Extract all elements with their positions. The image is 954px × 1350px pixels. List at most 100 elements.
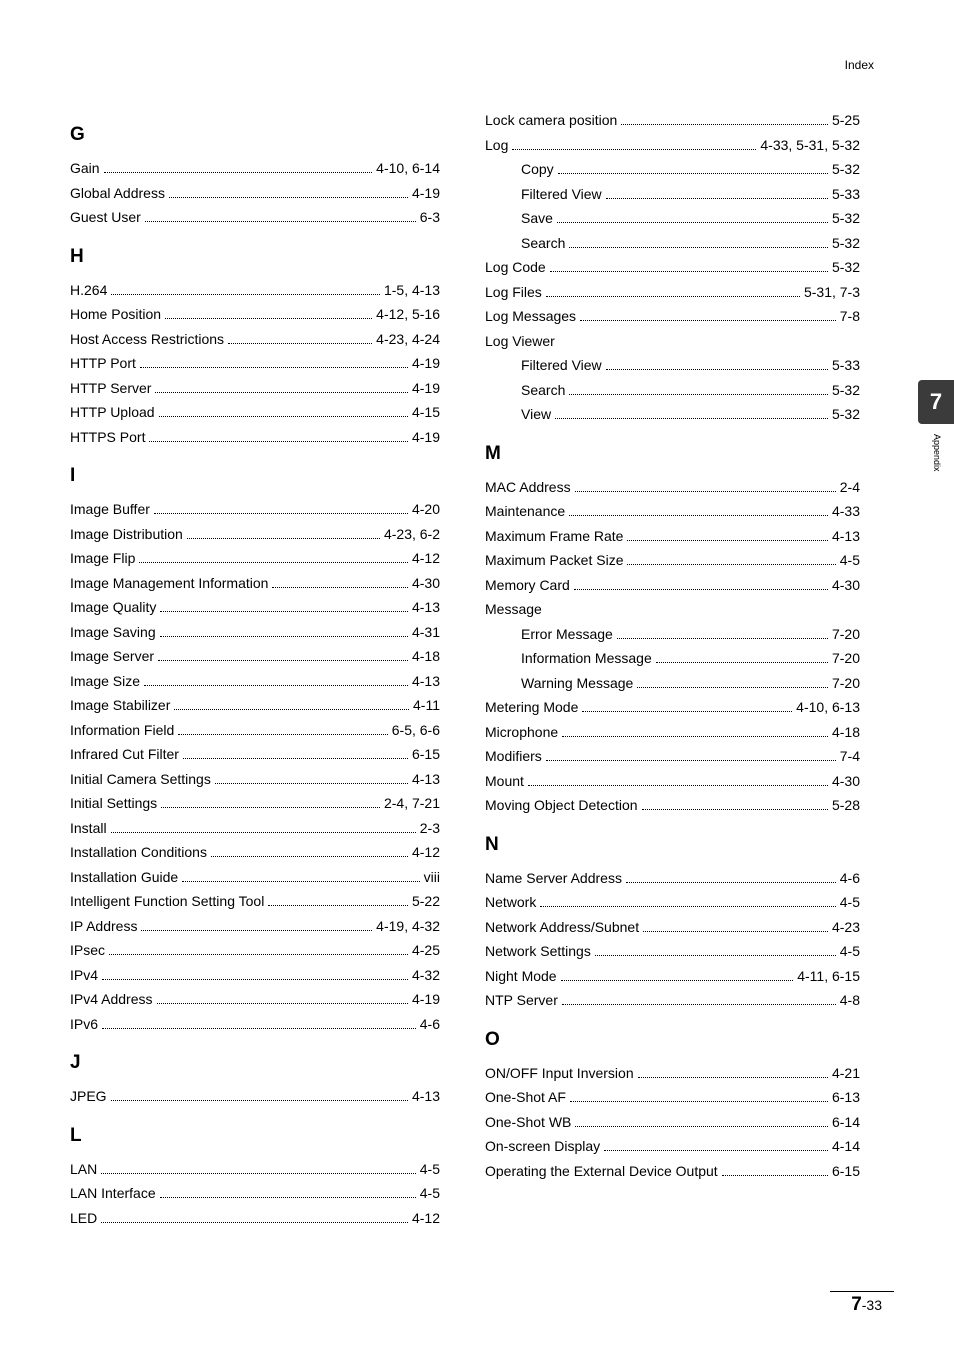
index-pages: 4-5	[840, 548, 860, 573]
index-pages: 5-32	[832, 378, 860, 403]
index-term: Log Code	[485, 255, 546, 280]
index-entry: HTTP Upload 4-15	[70, 400, 440, 425]
index-term: Initial Camera Settings	[70, 767, 211, 792]
index-section-head: L	[70, 1125, 440, 1147]
index-pages: 2-4, 7-21	[384, 791, 440, 816]
index-entry: On-screen Display 4-14	[485, 1134, 860, 1159]
index-term: Message	[485, 597, 542, 622]
index-term: View	[521, 402, 551, 427]
index-entry: IPv4 Address 4-19	[70, 987, 440, 1012]
index-term: Information Message	[521, 646, 652, 671]
index-term: One-Shot WB	[485, 1110, 571, 1135]
index-entry: JPEG 4-13	[70, 1084, 440, 1109]
index-leader-dots	[160, 611, 408, 612]
index-pages: 6-3	[420, 205, 440, 230]
index-pages: 4-23, 6-2	[384, 522, 440, 547]
index-term: Image Size	[70, 669, 140, 694]
index-leader-dots	[183, 758, 408, 759]
index-pages: 4-10, 6-14	[376, 156, 440, 181]
index-subentry: Filtered View 5-33	[485, 182, 860, 207]
index-entry: Maximum Packet Size 4-5	[485, 548, 860, 573]
index-term: HTTP Port	[70, 351, 136, 376]
index-leader-dots	[165, 318, 372, 319]
index-leader-dots	[101, 1222, 408, 1223]
index-pages: 1-5, 4-13	[384, 278, 440, 303]
index-term: Error Message	[521, 622, 613, 647]
index-leader-dots	[569, 515, 828, 516]
index-entry: Intelligent Function Setting Tool 5-22	[70, 889, 440, 914]
index-entry: Global Address 4-19	[70, 181, 440, 206]
index-entry: HTTP Server 4-19	[70, 376, 440, 401]
index-pages: 7-20	[832, 622, 860, 647]
index-leader-dots	[159, 416, 408, 417]
footer-page-digit: -33	[862, 1297, 882, 1313]
index-term: Filtered View	[521, 182, 602, 207]
index-leader-dots	[540, 906, 835, 907]
index-entry: Lock camera position 5-25	[485, 108, 860, 133]
index-term: Maintenance	[485, 499, 565, 524]
index-subentry: View 5-32	[485, 402, 860, 427]
index-leader-dots	[546, 760, 836, 761]
index-leader-dots	[111, 832, 416, 833]
index-entry: One-Shot AF 6-13	[485, 1085, 860, 1110]
index-entry: Memory Card 4-30	[485, 573, 860, 598]
index-entry: Image Flip 4-12	[70, 546, 440, 571]
index-term: Modifiers	[485, 744, 542, 769]
index-pages: 4-11	[413, 693, 440, 718]
index-pages: 4-13	[832, 524, 860, 549]
index-leader-dots	[575, 491, 836, 492]
index-leader-dots	[722, 1175, 828, 1176]
index-pages: 4-19	[412, 987, 440, 1012]
index-pages: 4-33	[832, 499, 860, 524]
index-term: Intelligent Function Setting Tool	[70, 889, 264, 914]
index-pages: 5-33	[832, 353, 860, 378]
index-term: IPv4 Address	[70, 987, 153, 1012]
index-leader-dots	[627, 564, 835, 565]
index-pages: 4-12	[412, 840, 440, 865]
index-leader-dots	[575, 1126, 828, 1127]
index-leader-dots	[626, 882, 836, 883]
right-column: Lock camera position 5-25Log 4-33, 5-31,…	[485, 108, 860, 1230]
index-pages: 5-32	[832, 402, 860, 427]
index-pages: 4-30	[832, 769, 860, 794]
index-term: IPv6	[70, 1012, 98, 1037]
index-leader-dots	[512, 149, 756, 150]
index-pages: 4-5	[840, 890, 860, 915]
index-term: Microphone	[485, 720, 558, 745]
index-entry: Log Code 5-32	[485, 255, 860, 280]
index-section-head: I	[70, 465, 440, 487]
index-leader-dots	[111, 294, 380, 295]
index-entry: NTP Server 4-8	[485, 988, 860, 1013]
chapter-tab: 7 Appendix	[918, 380, 954, 472]
index-leader-dots	[637, 687, 828, 688]
index-pages: 4-13	[412, 1084, 440, 1109]
index-term: Log Viewer	[485, 329, 555, 354]
index-term: Image Saving	[70, 620, 156, 645]
index-term: IP Address	[70, 914, 137, 939]
index-entry: Modifiers 7-4	[485, 744, 860, 769]
index-pages: 4-32	[412, 963, 440, 988]
index-section-head: J	[70, 1052, 440, 1074]
index-pages: 4-33, 5-31, 5-32	[760, 133, 860, 158]
index-leader-dots	[272, 587, 408, 588]
index-subentry: Filtered View 5-33	[485, 353, 860, 378]
index-leader-dots	[140, 367, 408, 368]
index-leader-dots	[102, 1028, 416, 1029]
index-entry: ON/OFF Input Inversion 4-21	[485, 1061, 860, 1086]
index-entry: Image Size 4-13	[70, 669, 440, 694]
index-pages: 4-12, 5-16	[376, 302, 440, 327]
index-term: Search	[521, 378, 565, 403]
index-pages: 5-25	[832, 108, 860, 133]
index-term: Gain	[70, 156, 100, 181]
index-pages: 4-19	[412, 376, 440, 401]
index-leader-dots	[569, 247, 828, 248]
chapter-tab-label: Appendix	[932, 434, 942, 472]
index-entry: Installation Conditions 4-12	[70, 840, 440, 865]
index-entry: H.264 1-5, 4-13	[70, 278, 440, 303]
index-term: Host Access Restrictions	[70, 327, 224, 352]
index-subentry: Warning Message 7-20	[485, 671, 860, 696]
index-pages: 4-19	[412, 425, 440, 450]
index-leader-dots	[562, 1004, 836, 1005]
index-term: Warning Message	[521, 671, 633, 696]
index-entry: Image Quality 4-13	[70, 595, 440, 620]
